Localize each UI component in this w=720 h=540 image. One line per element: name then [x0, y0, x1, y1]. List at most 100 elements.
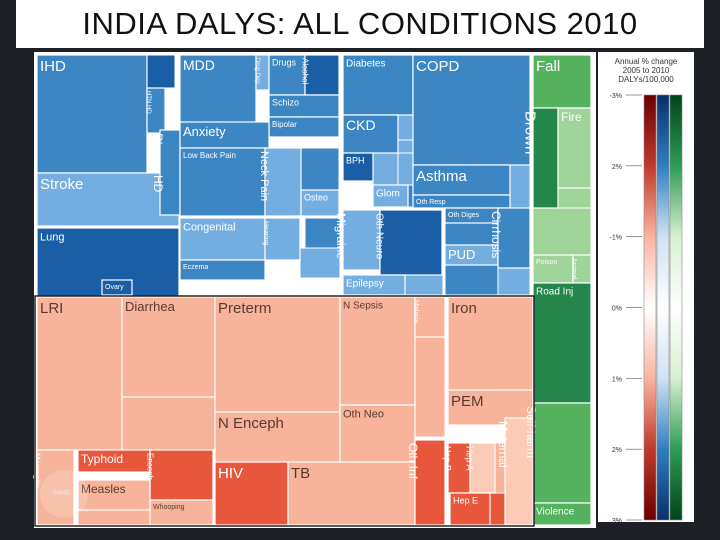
treemap-label-iron: Iron: [451, 300, 477, 317]
treemap-label-stroke: Stroke: [40, 176, 83, 193]
treemap-label-mdd: MDD: [183, 57, 215, 73]
treemap-cell-oth-neo: [339, 404, 416, 463]
treemap-cell-hiv: [214, 461, 289, 526]
treemap-cell-lri: [36, 296, 123, 451]
treemap-filler-tile: [372, 152, 399, 186]
legend-panel: [598, 52, 694, 522]
treemap-cell-bph: [342, 152, 374, 182]
treemap-label-fall: Fall: [536, 58, 560, 75]
treemap-cell-oth-inf: [414, 439, 446, 526]
treemap-cell-ckd: [342, 114, 399, 154]
treemap-label-malaria: Malaria: [412, 300, 419, 323]
treemap-cell-diabetes: [342, 54, 414, 116]
treemap-label-drugs: Drugs: [272, 58, 297, 68]
treemap-label-oth-neuro: Oth Neuro: [374, 213, 385, 260]
treemap-cell-ihd: [36, 54, 148, 174]
treemap-label-cirrhosis: Cirrhosis: [489, 211, 503, 258]
treemap-label-enceph: Enceph: [145, 453, 154, 480]
treemap-filler-tile: [509, 164, 531, 209]
treemap-label-drown: Drown: [522, 111, 539, 154]
treemap-cell-road-inj: [532, 282, 592, 404]
treemap-cell-asthma: [412, 164, 511, 196]
treemap-label-alcohol: Alcohol: [300, 58, 309, 84]
treemap-label-ovary: Ovary: [105, 284, 124, 291]
treemap-filler-tile: [557, 187, 592, 209]
treemap-cell-malaria: [414, 296, 446, 338]
treemap-label-migraine: Migraine: [334, 213, 348, 259]
treemap-label-lung: Lung: [40, 231, 64, 243]
treemap-cell-measles: [77, 479, 151, 511]
treemap-label-fire: Fire: [561, 110, 582, 124]
treemap-filler-tile: [489, 492, 506, 526]
treemap-filler-tile: [444, 264, 499, 296]
treemap-cell-iron: [447, 296, 534, 391]
treemap-cell-cirrhosis: [497, 207, 531, 269]
treemap-label-measles: Measles: [81, 482, 126, 496]
treemap-label-n-enceph: N Enceph: [218, 415, 284, 432]
treemap-label-pud: PUD: [448, 247, 475, 262]
treemap-label-animal: Animal: [570, 258, 577, 280]
treemap-cell-neck-pain: [264, 147, 302, 217]
treemap-label-neck-pain: Neck Pain: [258, 151, 270, 201]
treemap-label-bipolar: Bipolar: [272, 120, 297, 129]
treemap-cell-meningitis: [36, 449, 75, 526]
legend-title-line-3: DALYs/100,000: [618, 75, 674, 84]
treemap-cell-copd: [412, 54, 531, 166]
treemap-cell-epilepsy: [342, 274, 406, 296]
treemap-cell-osteo: [300, 189, 340, 217]
legend-title-line-2: 2005 to 2010: [622, 66, 670, 75]
treemap-label-pem: PEM: [451, 393, 484, 410]
treemap-label-epilepsy: Epilepsy: [346, 279, 384, 290]
treemap-cell-glom: [372, 184, 409, 208]
treemap-filler-tile: [414, 336, 446, 438]
treemap-cell-diarrhea: [121, 296, 216, 398]
treemap-label-tb: TB: [291, 465, 310, 482]
treemap-label-maternal: Maternal: [496, 421, 510, 468]
treemap-label-oth-resp: Oth Resp: [416, 199, 446, 206]
treemap-label-rheum-hd: Rheum HD: [151, 133, 165, 193]
legend-title-line-1: Annual % change: [614, 57, 678, 66]
treemap-label-n-sepsis: N Sepsis: [343, 301, 383, 312]
treemap-cell-low-back-pain: [179, 147, 266, 217]
treemap-label-htn-hd: HTN HD: [145, 91, 151, 114]
treemap-label-lri: LRI: [40, 300, 63, 317]
treemap-cell-hep-e: [449, 492, 491, 526]
treemap-cell-fire: [557, 107, 592, 189]
chart-title: INDIA DALYS: ALL CONDITIONS 2010: [82, 6, 638, 41]
treemap-label-oth-diges: Oth Diges: [448, 212, 480, 219]
treemap-label-ckd: CKD: [346, 117, 376, 133]
treemap-filler-tile: [77, 509, 151, 526]
treemap-label-low-back-pain: Low Back Pain: [183, 151, 236, 160]
treemap-label-anxiety: Anxiety: [183, 124, 226, 139]
treemap-cell-fall: [532, 54, 592, 109]
treemap-cell-ovary: [101, 279, 133, 296]
treemap-cell-self-harm: [532, 402, 592, 504]
treemap-filler-tile: [404, 274, 444, 296]
treemap-filler-tile: [497, 267, 531, 296]
treemap-label-eczema: Eczema: [183, 264, 208, 271]
treemap-cell-congenital: [179, 217, 266, 261]
treemap-label-congenital: Congenital: [183, 221, 236, 233]
treemap-filler-tile: [397, 114, 414, 141]
treemap-label-self-harm: Self-harm: [524, 406, 538, 458]
treemap-label-drug-dep: Drug Dep: [254, 58, 260, 84]
treemap-label-road-inj: Road Inj: [536, 287, 573, 298]
treemap-cell-violence: [532, 502, 592, 526]
treemap-label-schizo: Schizo: [272, 98, 299, 108]
treemap-filler-tile: [299, 247, 341, 279]
ihme-logo: [40, 470, 88, 518]
treemap-label-asthma: Asthma: [416, 168, 468, 185]
treemap-label-hep-b: Hep B: [443, 446, 453, 471]
treemap-cell-oth-neuro: [379, 209, 443, 276]
treemap-cell-drown: [532, 107, 559, 209]
treemap-label-hearing: Hearing: [262, 221, 269, 246]
treemap-filler-tile: [532, 207, 592, 256]
treemap-label-osteo: Osteo: [304, 193, 328, 203]
treemap-label-meningitis: Meningitis: [32, 453, 41, 489]
communicable-group-outline: [34, 295, 535, 527]
treemap-cell-whooping: [149, 499, 214, 526]
treemap-label-preterm: Preterm: [218, 300, 271, 317]
legend-title: Annual % change 2005 to 2010 DALYs/100,0…: [600, 57, 692, 84]
treemap-label-poison: Poison: [536, 259, 558, 266]
